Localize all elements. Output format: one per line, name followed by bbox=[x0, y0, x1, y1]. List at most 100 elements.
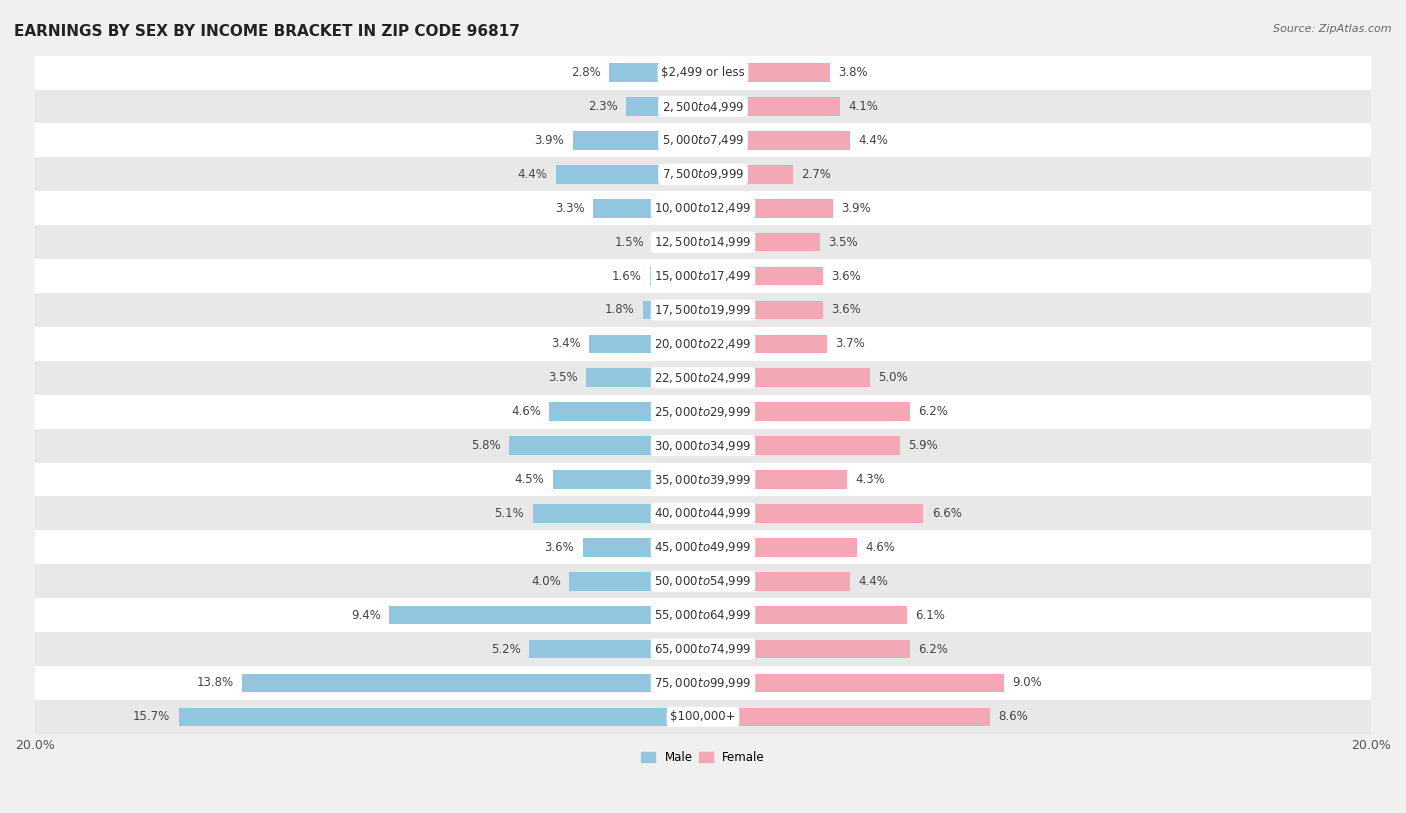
Bar bbox=[569, 572, 703, 590]
Text: 15.7%: 15.7% bbox=[134, 711, 170, 724]
Bar bbox=[626, 98, 703, 115]
Text: $30,000 to $34,999: $30,000 to $34,999 bbox=[654, 438, 752, 453]
Text: $17,500 to $19,999: $17,500 to $19,999 bbox=[654, 303, 752, 317]
Text: $7,500 to $9,999: $7,500 to $9,999 bbox=[662, 167, 744, 181]
Bar bbox=[703, 606, 907, 624]
Bar bbox=[35, 530, 1371, 564]
Bar bbox=[703, 301, 824, 320]
Bar bbox=[35, 327, 1371, 361]
Bar bbox=[703, 63, 830, 82]
Text: $65,000 to $74,999: $65,000 to $74,999 bbox=[654, 642, 752, 656]
Text: 4.1%: 4.1% bbox=[848, 100, 879, 113]
Text: 5.9%: 5.9% bbox=[908, 439, 938, 452]
Text: $75,000 to $99,999: $75,000 to $99,999 bbox=[654, 676, 752, 690]
Text: 1.6%: 1.6% bbox=[612, 270, 641, 283]
Text: 6.1%: 6.1% bbox=[915, 609, 945, 622]
Bar bbox=[703, 199, 834, 218]
Bar bbox=[35, 225, 1371, 259]
Bar bbox=[586, 368, 703, 387]
Bar bbox=[509, 437, 703, 455]
Text: 4.4%: 4.4% bbox=[858, 575, 889, 588]
Text: 4.3%: 4.3% bbox=[855, 473, 884, 486]
Text: $5,000 to $7,499: $5,000 to $7,499 bbox=[662, 133, 744, 147]
Bar bbox=[35, 293, 1371, 327]
Bar bbox=[593, 199, 703, 218]
Bar bbox=[703, 504, 924, 523]
Text: EARNINGS BY SEX BY INCOME BRACKET IN ZIP CODE 96817: EARNINGS BY SEX BY INCOME BRACKET IN ZIP… bbox=[14, 24, 520, 39]
Text: $25,000 to $29,999: $25,000 to $29,999 bbox=[654, 405, 752, 419]
Bar bbox=[703, 572, 851, 590]
Text: 13.8%: 13.8% bbox=[197, 676, 233, 689]
Text: $50,000 to $54,999: $50,000 to $54,999 bbox=[654, 574, 752, 589]
Text: $12,500 to $14,999: $12,500 to $14,999 bbox=[654, 235, 752, 249]
Text: 3.6%: 3.6% bbox=[831, 270, 862, 283]
Legend: Male, Female: Male, Female bbox=[637, 746, 769, 768]
Text: 5.0%: 5.0% bbox=[879, 372, 908, 385]
Text: 4.4%: 4.4% bbox=[517, 167, 548, 180]
Bar bbox=[703, 707, 990, 726]
Bar bbox=[35, 395, 1371, 428]
Bar bbox=[389, 606, 703, 624]
Text: 2.8%: 2.8% bbox=[571, 66, 602, 79]
Text: $40,000 to $44,999: $40,000 to $44,999 bbox=[654, 506, 752, 520]
Bar bbox=[703, 437, 900, 455]
Text: $20,000 to $22,499: $20,000 to $22,499 bbox=[654, 337, 752, 351]
Text: 5.8%: 5.8% bbox=[471, 439, 501, 452]
Bar bbox=[35, 598, 1371, 632]
Text: 4.0%: 4.0% bbox=[531, 575, 561, 588]
Text: $15,000 to $17,499: $15,000 to $17,499 bbox=[654, 269, 752, 283]
Text: 9.4%: 9.4% bbox=[350, 609, 381, 622]
Text: $10,000 to $12,499: $10,000 to $12,499 bbox=[654, 202, 752, 215]
Text: 2.7%: 2.7% bbox=[801, 167, 831, 180]
Text: 9.0%: 9.0% bbox=[1012, 676, 1042, 689]
Bar bbox=[652, 233, 703, 251]
Bar bbox=[703, 165, 793, 184]
Bar bbox=[179, 707, 703, 726]
Text: 1.5%: 1.5% bbox=[614, 236, 644, 249]
Bar bbox=[533, 504, 703, 523]
Text: $2,499 or less: $2,499 or less bbox=[661, 66, 745, 79]
Text: 5.2%: 5.2% bbox=[491, 642, 522, 655]
Bar bbox=[703, 98, 839, 115]
Bar bbox=[703, 538, 856, 557]
Text: 1.8%: 1.8% bbox=[605, 303, 634, 316]
Text: 4.6%: 4.6% bbox=[512, 405, 541, 418]
Bar bbox=[35, 158, 1371, 191]
Text: 3.7%: 3.7% bbox=[835, 337, 865, 350]
Text: 3.3%: 3.3% bbox=[555, 202, 585, 215]
Bar bbox=[550, 402, 703, 421]
Text: 6.2%: 6.2% bbox=[918, 405, 948, 418]
Bar bbox=[242, 674, 703, 693]
Text: $45,000 to $49,999: $45,000 to $49,999 bbox=[654, 541, 752, 554]
Text: Source: ZipAtlas.com: Source: ZipAtlas.com bbox=[1274, 24, 1392, 34]
Bar bbox=[35, 124, 1371, 158]
Text: $100,000+: $100,000+ bbox=[671, 711, 735, 724]
Bar bbox=[35, 191, 1371, 225]
Bar bbox=[572, 131, 703, 150]
Text: 3.6%: 3.6% bbox=[831, 303, 862, 316]
Text: 8.6%: 8.6% bbox=[998, 711, 1028, 724]
Text: 3.9%: 3.9% bbox=[842, 202, 872, 215]
Text: 5.1%: 5.1% bbox=[495, 507, 524, 520]
Bar bbox=[589, 334, 703, 353]
Bar bbox=[703, 131, 851, 150]
Text: 4.6%: 4.6% bbox=[865, 541, 894, 554]
Text: 4.5%: 4.5% bbox=[515, 473, 544, 486]
Bar bbox=[609, 63, 703, 82]
Bar bbox=[35, 259, 1371, 293]
Text: 3.6%: 3.6% bbox=[544, 541, 575, 554]
Bar bbox=[35, 55, 1371, 89]
Text: 2.3%: 2.3% bbox=[588, 100, 617, 113]
Bar bbox=[703, 334, 827, 353]
Text: 3.8%: 3.8% bbox=[838, 66, 868, 79]
Bar bbox=[703, 402, 910, 421]
Bar bbox=[650, 267, 703, 285]
Bar bbox=[703, 470, 846, 489]
Bar bbox=[35, 700, 1371, 734]
Bar bbox=[35, 666, 1371, 700]
Bar bbox=[555, 165, 703, 184]
Text: 3.4%: 3.4% bbox=[551, 337, 581, 350]
Text: 4.4%: 4.4% bbox=[858, 134, 889, 147]
Text: $22,500 to $24,999: $22,500 to $24,999 bbox=[654, 371, 752, 385]
Bar bbox=[35, 564, 1371, 598]
